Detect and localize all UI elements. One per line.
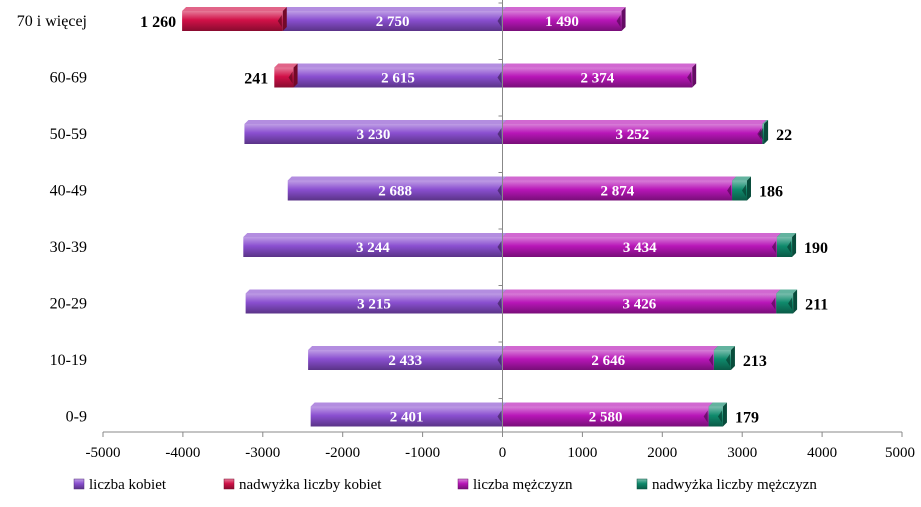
- category-label: 20-29: [50, 296, 87, 313]
- men-surplus-label: 179: [735, 410, 759, 427]
- men-surplus-label: 186: [759, 184, 783, 201]
- women-surplus-label: 241: [244, 71, 268, 88]
- legend-label: nadwyżka liczby kobiet: [239, 477, 382, 493]
- x-tick-label: -2000: [325, 445, 360, 461]
- bar-women-surplus-0: [182, 7, 287, 31]
- x-tick-label: 3000: [727, 445, 757, 461]
- category-label: 30-39: [50, 239, 87, 256]
- legend: liczba kobiet nadwyżka liczby kobiet liczb…: [73, 477, 817, 493]
- bar-men-3: [502, 176, 737, 201]
- labels-layer: 70 i więcej 2 750 1 490 1 260 60-69 2 615 2 37…: [17, 13, 828, 427]
- men-surplus-label: 22: [776, 127, 792, 144]
- x-tick-label: 4000: [807, 445, 837, 461]
- category-label: 10-19: [50, 352, 87, 369]
- x-tick-label: 1000: [567, 445, 597, 461]
- women-surplus-label: 1 260: [140, 14, 176, 31]
- men-value-label: 2 374: [580, 71, 614, 87]
- bar-women-6: [308, 346, 507, 370]
- bar-men-5: [502, 289, 781, 314]
- legend-swatch: [457, 478, 469, 490]
- bar-men-surplus-3: [732, 176, 751, 201]
- women-value-label: 2 688: [378, 184, 412, 200]
- legend-swatch: [223, 478, 235, 490]
- bar-women-5: [245, 289, 507, 314]
- legend-label: liczba mężczyzn: [473, 477, 573, 493]
- legend-label: liczba kobiet: [89, 477, 167, 493]
- x-tick-label: 5000: [885, 445, 915, 461]
- bar-women-0: [282, 7, 507, 31]
- bar-men-surplus-2: [759, 120, 769, 144]
- men-value-label: 3 434: [623, 240, 657, 256]
- x-tick-label: 0: [499, 445, 507, 461]
- axes-layer: -5000 -4000 -3000 -2000 -1000 0 1000 2000 3000 40…: [86, 0, 915, 461]
- legend-swatch: [73, 478, 85, 490]
- bar-women-3: [287, 176, 507, 201]
- bar-men-surplus-4: [776, 233, 797, 257]
- women-value-label: 2 401: [390, 410, 424, 426]
- men-surplus-label: 211: [805, 297, 828, 314]
- men-value-label: 1 490: [545, 14, 579, 30]
- bar-men-0: [502, 7, 626, 31]
- legend-swatch: [636, 478, 648, 490]
- bars-layer: [182, 7, 798, 427]
- women-value-label: 2 615: [381, 71, 415, 87]
- bar-men-surplus-6: [713, 346, 735, 370]
- x-tick-label: -1000: [405, 445, 440, 461]
- category-label: 50-59: [50, 126, 87, 143]
- women-value-label: 3 244: [356, 240, 390, 256]
- men-value-label: 2 646: [591, 353, 625, 369]
- bar-women-7: [310, 402, 507, 427]
- x-tick-label: -4000: [165, 445, 200, 461]
- women-value-label: 3 215: [357, 297, 391, 313]
- x-tick-label: -3000: [245, 445, 280, 461]
- men-surplus-label: 190: [804, 240, 828, 257]
- legend-label: nadwyżka liczby mężczyzn: [652, 477, 817, 493]
- category-label: 40-49: [50, 183, 87, 200]
- bar-women-surplus-1: [274, 63, 298, 88]
- category-label: 60-69: [50, 70, 87, 87]
- men-value-label: 2 874: [600, 184, 634, 200]
- men-value-label: 3 426: [622, 297, 656, 313]
- bar-men-surplus-5: [776, 289, 798, 314]
- bar-men-surplus-7: [708, 402, 727, 427]
- category-label: 0-9: [66, 409, 87, 426]
- men-surplus-label: 213: [743, 353, 767, 370]
- bar-women-4: [243, 233, 507, 257]
- women-value-label: 2 433: [388, 353, 422, 369]
- women-value-label: 3 230: [357, 127, 391, 143]
- x-tick-label: -5000: [86, 445, 121, 461]
- women-value-label: 2 750: [376, 14, 410, 30]
- x-tick-label: 2000: [647, 445, 677, 461]
- bar-men-1: [502, 63, 697, 88]
- men-value-label: 2 580: [589, 410, 623, 426]
- category-label: 70 i więcej: [17, 13, 87, 30]
- bar-women-2: [244, 120, 507, 144]
- men-value-label: 3 252: [616, 127, 650, 143]
